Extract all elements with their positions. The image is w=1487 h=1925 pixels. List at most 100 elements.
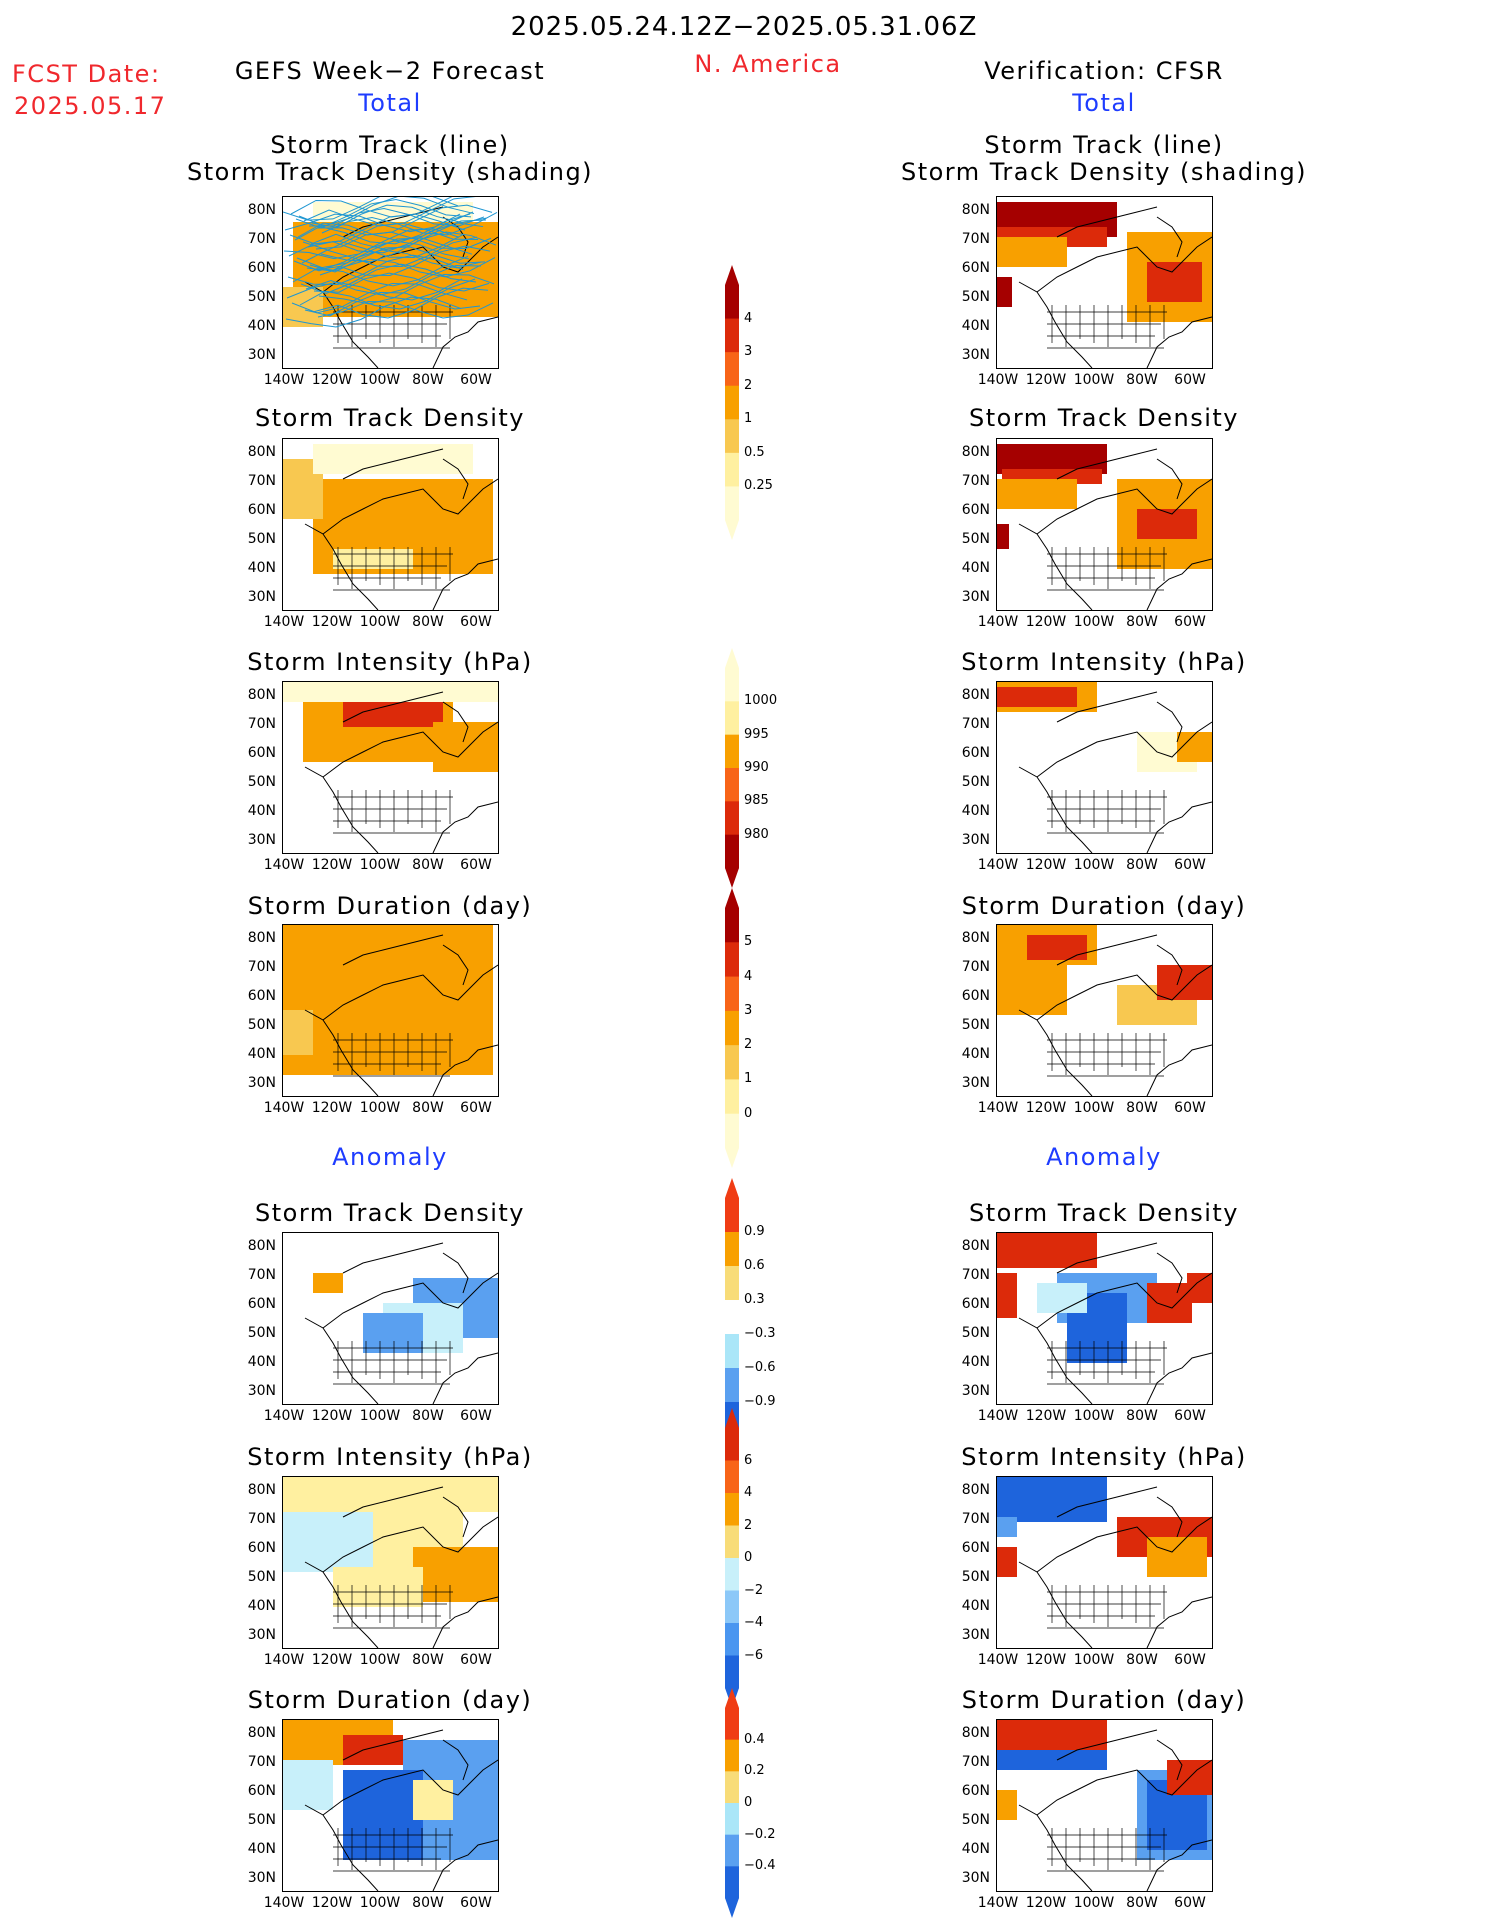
- lon-tick-label: 80W: [1126, 857, 1158, 873]
- colorbar-segment: [725, 285, 739, 320]
- lon-tick-label: 100W: [1073, 1408, 1115, 1424]
- lon-tick-label: 140W: [263, 857, 305, 873]
- colorbar-segment: [725, 668, 739, 702]
- state-borders: [1047, 1341, 1167, 1385]
- colorbar-label: −2: [744, 1582, 764, 1598]
- lat-tick-label: 60N: [247, 988, 276, 1004]
- colorbar-duration: [725, 888, 739, 1168]
- colorbar-label: 0.6: [744, 1258, 765, 1273]
- period-title: 2025.05.24.12Z−2025.05.31.06Z: [510, 12, 978, 42]
- storm-track-line: [317, 300, 494, 319]
- lon-tick-label: 60W: [1174, 1100, 1206, 1116]
- shading-cell: [413, 1547, 498, 1602]
- lon-tick-label: 120W: [1025, 614, 1067, 630]
- coastline: [1018, 1486, 1212, 1648]
- colorbar-label: 0.25: [744, 478, 773, 494]
- lat-tick-label: 60N: [961, 1296, 990, 1312]
- lon-tick-label: 80W: [1126, 1408, 1158, 1424]
- lat-tick-label: 70N: [961, 959, 990, 975]
- storm-track-line: [318, 273, 495, 305]
- colorbar-label: 3: [744, 1002, 753, 1018]
- lat-tick-label: 40N: [247, 1046, 276, 1062]
- lat-tick-label: 40N: [247, 560, 276, 576]
- lat-tick-label: 30N: [247, 832, 276, 848]
- lon-tick-label: 120W: [311, 1100, 353, 1116]
- shading-cell: [997, 1477, 1107, 1522]
- lon-tick-label: 120W: [1025, 1652, 1067, 1668]
- lon-tick-label: 100W: [359, 1408, 401, 1424]
- colorbar-arrow-bottom: [725, 1898, 739, 1918]
- lat-tick-label: 40N: [247, 318, 276, 334]
- lon-tick-label: 140W: [977, 1895, 1019, 1911]
- colorbar-segment: [725, 352, 739, 387]
- lon-tick-label: 80W: [1126, 372, 1158, 388]
- colorbar-segment: [725, 976, 739, 1012]
- colorbar-label: 3: [744, 344, 753, 360]
- map-panel: [996, 1232, 1213, 1405]
- colorbar-segment: [725, 1334, 739, 1369]
- lat-tick-label: 60N: [961, 502, 990, 518]
- lat-tick-label: 50N: [247, 1569, 276, 1585]
- colorbar-label: 0.3: [744, 1292, 765, 1307]
- storm-track-line: [296, 237, 473, 269]
- map-panel: [282, 196, 499, 369]
- lat-tick-label: 60N: [961, 745, 990, 761]
- panel-title: Storm Track Density: [255, 1199, 525, 1227]
- storm-track-line: [309, 246, 486, 273]
- lat-tick-label: 40N: [961, 803, 990, 819]
- colorbar-label: 4: [744, 1485, 753, 1500]
- colorbar-arrow-top: [725, 1178, 739, 1198]
- colorbar-label: 980: [744, 826, 769, 842]
- storm-track-line: [314, 245, 491, 276]
- state-borders: [333, 1033, 453, 1077]
- lat-tick-label: 40N: [247, 1598, 276, 1614]
- colorbar-segment: [725, 1771, 739, 1804]
- colorbar-label: −6: [744, 1647, 764, 1663]
- lat-tick-label: 70N: [961, 231, 990, 247]
- lon-tick-label: 80W: [412, 1652, 444, 1668]
- colorbar-label: −0.9: [744, 1394, 776, 1409]
- lon-tick-label: 100W: [1073, 1100, 1115, 1116]
- model-title: GEFS Week−2 Forecast: [234, 57, 546, 85]
- lon-tick-label: 140W: [263, 614, 305, 630]
- shading-cell: [343, 702, 443, 727]
- lat-tick-label: 30N: [961, 1870, 990, 1886]
- map-shading: [997, 444, 1212, 610]
- lat-tick-label: 80N: [247, 202, 276, 218]
- lat-tick-label: 70N: [247, 473, 276, 489]
- coastline: [304, 934, 498, 1096]
- lon-tick-label: 80W: [412, 857, 444, 873]
- map-panel: [282, 438, 499, 611]
- lon-tick-label: 60W: [1174, 372, 1206, 388]
- lat-tick-label: 30N: [961, 832, 990, 848]
- shading-cell: [997, 1547, 1017, 1577]
- colorbar-arrow-top: [725, 1408, 739, 1428]
- colorbar-arrow-bottom: [725, 868, 739, 888]
- state-borders: [333, 305, 453, 349]
- lon-tick-label: 80W: [412, 1895, 444, 1911]
- shading-cell: [1177, 732, 1212, 762]
- lat-tick-label: 50N: [247, 1812, 276, 1828]
- lat-tick-label: 70N: [961, 716, 990, 732]
- lat-tick-label: 80N: [961, 930, 990, 946]
- panel-title: Storm Intensity (hPa): [247, 1443, 533, 1471]
- colorbar-label: 985: [744, 793, 769, 809]
- lon-tick-label: 100W: [1073, 372, 1115, 388]
- map-shading: [283, 925, 498, 1096]
- colorbar-segment: [725, 1300, 739, 1335]
- colorbar-arrow-top: [725, 1688, 739, 1708]
- colorbar-label: 5: [744, 934, 753, 950]
- shading-cell: [1037, 1283, 1087, 1313]
- state-borders: [1047, 790, 1167, 834]
- lat-tick-label: 60N: [247, 1296, 276, 1312]
- shading-cell: [1027, 935, 1087, 960]
- storm-track-line: [308, 207, 485, 227]
- lon-tick-label: 100W: [1073, 614, 1115, 630]
- panel-title: Storm Duration (day): [247, 1686, 533, 1714]
- lat-tick-label: 50N: [247, 1325, 276, 1341]
- colorbar-intensity-anomaly: [725, 1408, 739, 1708]
- lat-tick-label: 30N: [961, 347, 990, 363]
- lon-tick-label: 120W: [1025, 372, 1067, 388]
- panel-title: Storm Duration (day): [247, 892, 533, 920]
- panel-title: Storm Duration (day): [961, 1686, 1247, 1714]
